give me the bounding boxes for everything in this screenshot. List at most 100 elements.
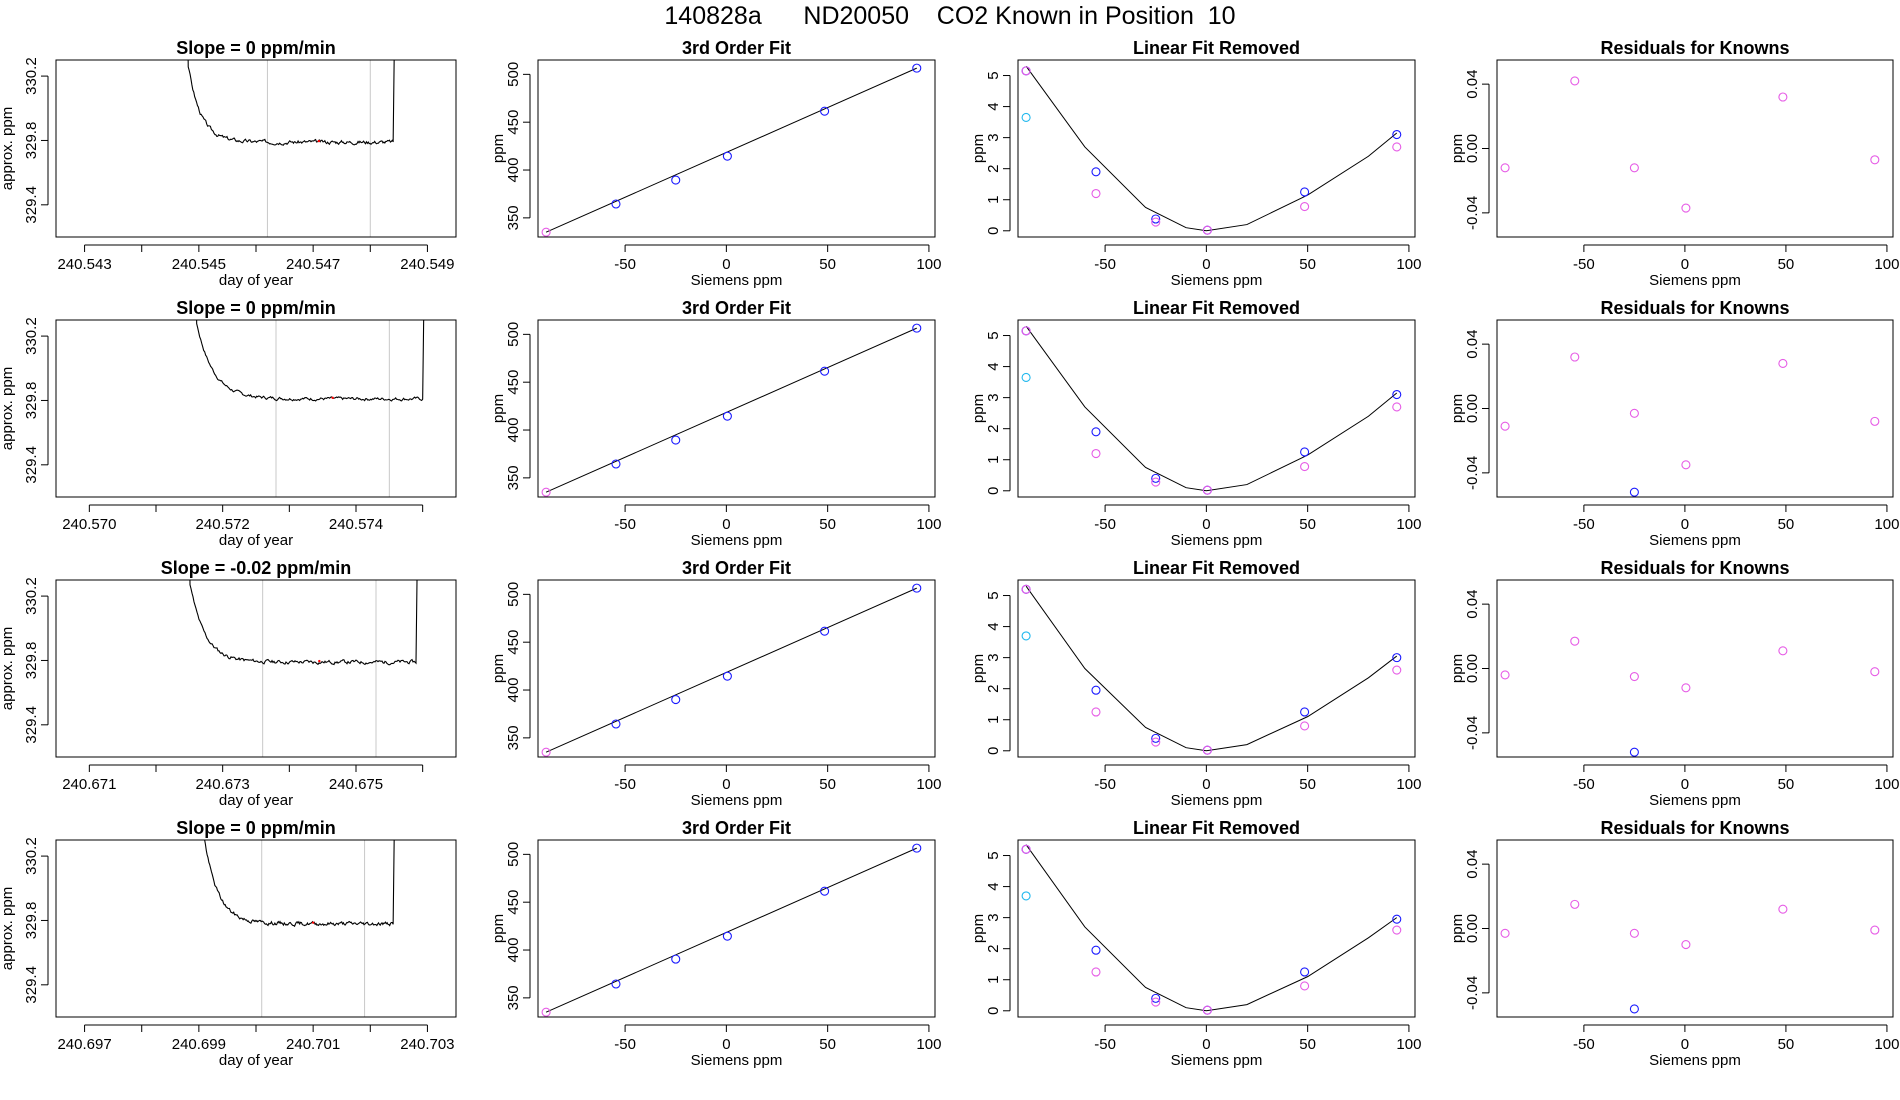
plot-area: [1021, 65, 1402, 235]
y-tick-label: 450: [505, 890, 522, 915]
y-axis-label: ppm: [490, 654, 507, 683]
data-point: [722, 151, 732, 161]
plot-frame: [55, 839, 457, 1018]
chart-panel: 3rd Order Fit -50 0 50 100 Siemens ppm 350 400 4…: [490, 38, 941, 289]
y-axis-label: ppm: [1449, 134, 1466, 163]
chart-title: Residuals for Knowns: [1600, 558, 1789, 578]
plot-area: [541, 583, 922, 757]
data-point: [1021, 372, 1031, 382]
data-point: [1629, 671, 1639, 682]
y-axis-label: ppm: [490, 394, 507, 423]
y-tick-label: 450: [505, 630, 522, 655]
y-tick-label: 329.4: [23, 706, 40, 744]
y-tick-label: 1: [985, 976, 1002, 984]
data-point: [1202, 225, 1212, 235]
chart-panel: Slope = 0 ppm/min 240.570 240.572 240.574 da…: [0, 298, 457, 549]
y-tick-label: 4: [985, 102, 1002, 110]
data-point: [541, 1007, 551, 1017]
y-tick-label: 1: [985, 456, 1002, 464]
x-tick-label: 100: [916, 516, 941, 533]
chart-title: 3rd Order Fit: [682, 818, 791, 838]
x-tick-label: 0: [722, 516, 730, 533]
y-tick-label: 0.00: [1464, 914, 1481, 943]
data-point: [912, 63, 922, 73]
data-point: [1300, 707, 1310, 717]
plot-frame: [537, 579, 936, 758]
plot-area: [189, 580, 418, 757]
x-tick-label: 240.671: [62, 776, 116, 793]
data-point: [1392, 142, 1402, 152]
data-point: [1151, 473, 1161, 483]
x-tick-label: 100: [916, 1036, 941, 1053]
plot-area: [541, 63, 922, 237]
data-point: [1500, 670, 1510, 680]
y-axis-label: ppm: [970, 134, 987, 163]
x-tick-label: 100: [916, 776, 941, 793]
data-point: [1629, 747, 1639, 757]
data-point: [1681, 203, 1691, 213]
y-tick-label: -0.04: [1464, 976, 1481, 1010]
chart-title: Residuals for Knowns: [1600, 38, 1789, 58]
y-axis-label: ppm: [970, 654, 987, 683]
plot-frame: [1496, 839, 1894, 1018]
x-axis-label: day of year: [219, 792, 293, 809]
data-point: [671, 695, 681, 705]
x-axis-label: Siemens ppm: [1171, 792, 1263, 809]
plot-frame: [537, 59, 936, 238]
x-tick-label: 100: [1874, 776, 1899, 793]
mean-marker: [311, 921, 315, 924]
y-tick-label: 329.8: [23, 902, 40, 940]
data-point: [1629, 163, 1639, 173]
data-point: [1392, 914, 1402, 924]
data-point: [1300, 462, 1310, 472]
y-tick-label: 0: [985, 227, 1002, 235]
y-tick-label: 1: [985, 716, 1002, 724]
chart-title: Linear Fit Removed: [1133, 38, 1300, 58]
y-tick-label: 0.00: [1464, 654, 1481, 683]
data-point: [1091, 448, 1101, 459]
x-tick-label: 240.697: [57, 1036, 111, 1053]
data-point: [820, 626, 830, 636]
data-point: [541, 747, 551, 757]
data-point: [1570, 76, 1580, 86]
fit-line: [545, 847, 917, 1013]
chart-title: Residuals for Knowns: [1600, 818, 1789, 838]
data-point: [820, 886, 830, 896]
data-point: [722, 671, 732, 681]
y-tick-label: 0: [985, 487, 1002, 495]
chart-title: 3rd Order Fit: [682, 558, 791, 578]
y-tick-label: 0.00: [1464, 394, 1481, 423]
y-tick-label: 400: [505, 678, 522, 703]
data-point: [1629, 928, 1639, 938]
data-point: [1570, 899, 1580, 909]
data-point: [1681, 940, 1691, 950]
fit-curve: [1025, 65, 1398, 232]
chart-title: Residuals for Knowns: [1600, 298, 1789, 318]
data-point: [611, 979, 621, 989]
x-tick-label: 50: [819, 776, 836, 793]
plot-frame: [537, 839, 936, 1018]
x-tick-label: 240.675: [329, 776, 383, 793]
data-point: [1151, 733, 1161, 743]
x-tick-label: 0: [1681, 516, 1689, 533]
x-tick-label: 240.574: [329, 516, 383, 533]
chart-title: Slope = 0 ppm/min: [176, 818, 336, 838]
plot-frame: [1496, 579, 1894, 758]
y-tick-label: 2: [985, 685, 1002, 693]
x-axis-label: Siemens ppm: [691, 272, 783, 289]
y-axis-label: approx. ppm: [0, 627, 16, 710]
plot-frame: [1496, 59, 1894, 238]
y-tick-label: 0.04: [1464, 70, 1481, 99]
data-point: [912, 843, 922, 853]
y-tick-label: 330.2: [23, 837, 40, 875]
y-tick-label: 330.2: [23, 577, 40, 615]
data-point: [1151, 737, 1161, 747]
y-tick-label: 350: [505, 725, 522, 750]
data-point: [671, 954, 681, 964]
y-tick-label: 330.2: [23, 317, 40, 355]
x-tick-label: 50: [1778, 516, 1795, 533]
y-tick-label: 329.4: [23, 966, 40, 1004]
x-tick-label: 0: [722, 776, 730, 793]
